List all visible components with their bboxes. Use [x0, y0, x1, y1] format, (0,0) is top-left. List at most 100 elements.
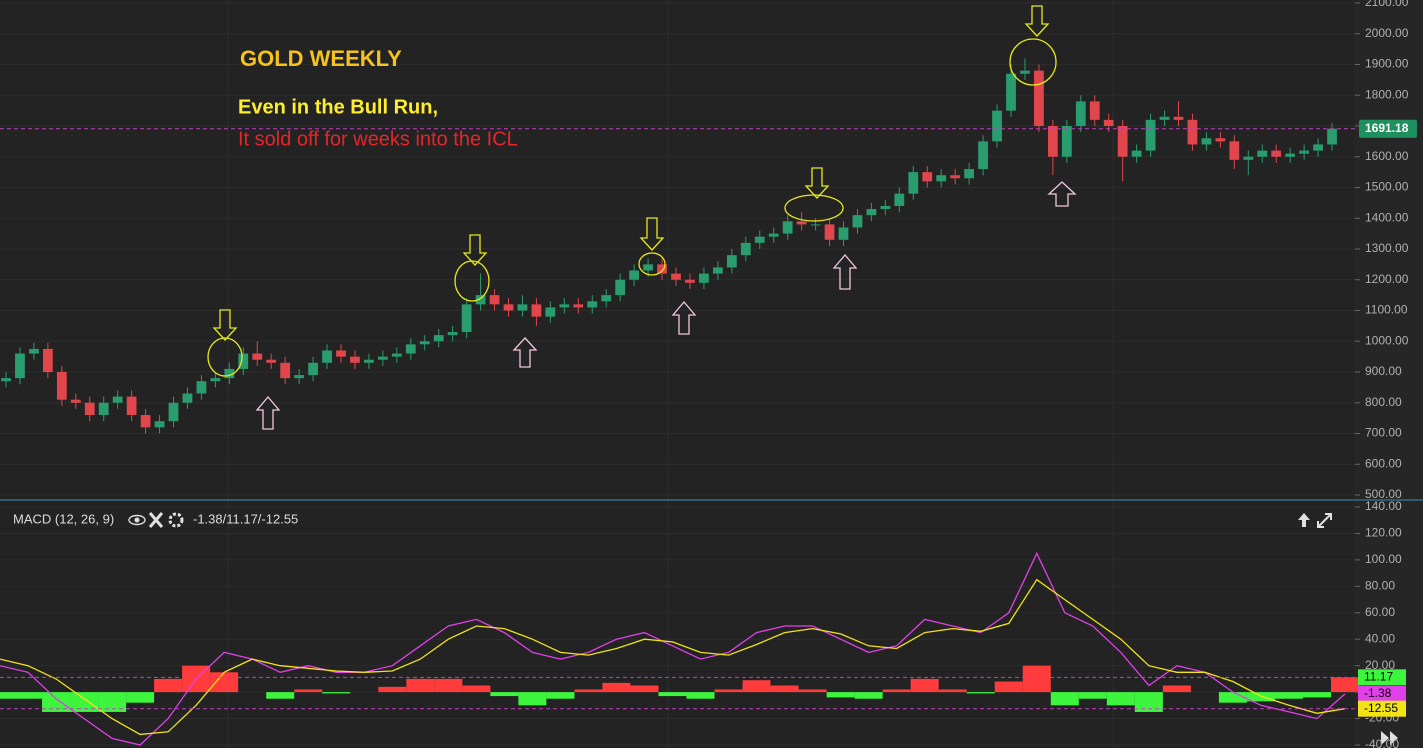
y-tick-label: 140.00: [1365, 499, 1402, 513]
annotation-shapes: [207, 5, 1077, 430]
candle-body: [15, 353, 25, 379]
histogram-bar: [1218, 692, 1247, 703]
candle-body: [489, 295, 500, 305]
candle-body: [1187, 119, 1198, 145]
histogram-bar: [1302, 692, 1331, 698]
y-tick-label: 120.00: [1365, 526, 1402, 540]
candle-body: [447, 332, 458, 336]
histogram-bar: [602, 682, 631, 693]
candle-body: [950, 175, 961, 179]
candle-body: [154, 421, 165, 428]
candle-body: [517, 304, 528, 311]
up-arrow: [1047, 181, 1077, 207]
candle-body: [322, 350, 332, 363]
histogram-bar: [546, 692, 575, 699]
candle-body: [643, 264, 653, 271]
last-price-box: [1359, 119, 1417, 138]
candle-body: [1257, 150, 1268, 157]
up-arrow: [832, 253, 858, 290]
candle-body: [266, 359, 277, 363]
candle-body: [1285, 153, 1296, 157]
gear-icon[interactable]: [168, 512, 184, 528]
histogram-bar: [0, 692, 15, 699]
candle-body: [238, 353, 249, 369]
macd-line: [0, 551, 1346, 746]
histogram-bar: [70, 692, 99, 712]
close-icon[interactable]: [148, 512, 164, 528]
y-tick-label: 20.00: [1365, 658, 1395, 672]
histogram-bar: [462, 685, 491, 693]
y-tick-label: 60.00: [1365, 605, 1395, 619]
candle-body: [280, 362, 291, 379]
histogram-bar: [742, 680, 771, 693]
y-tick-label: 80.00: [1365, 579, 1395, 593]
signal-value-label: -12.55: [1364, 701, 1398, 715]
scroll-end-icon[interactable]: [1381, 731, 1398, 745]
candle-body: [29, 348, 39, 354]
histogram-bar: [266, 692, 295, 699]
candle-body: [1061, 126, 1072, 157]
eye-icon[interactable]: [128, 514, 146, 526]
histogram-bar: [434, 678, 463, 693]
y-tick-label: 2100.00: [1365, 0, 1409, 9]
histogram-bar: [686, 692, 715, 699]
candle-body: [1299, 150, 1310, 154]
candle-body: [252, 353, 263, 360]
histogram-bar: [1134, 692, 1163, 712]
histogram-bar: [714, 689, 743, 693]
candle-body: [1, 378, 11, 382]
candle-body: [866, 209, 877, 216]
candle-body: [182, 393, 193, 403]
expand-icon[interactable]: [1317, 513, 1332, 528]
candle-body: [1313, 144, 1323, 151]
y-tick-label: 1500.00: [1365, 180, 1409, 194]
candle-body: [112, 396, 123, 403]
down-arrow: [462, 234, 488, 266]
histogram-bar: [630, 685, 659, 693]
histogram-bar: [1330, 677, 1360, 693]
histogram-bar: [770, 685, 799, 693]
up-arrow: [671, 300, 697, 335]
candle-body: [1159, 116, 1170, 120]
candle-body: [308, 362, 318, 376]
y-tick-label: 1000.00: [1365, 333, 1409, 347]
candle-body: [1243, 156, 1254, 160]
highlight-circle: [1009, 38, 1057, 86]
candle-body: [685, 279, 695, 283]
highlight-circle: [784, 194, 844, 222]
candle-body: [196, 381, 207, 394]
y-tick-label: 1100.00: [1365, 303, 1408, 317]
histogram-bar: [1050, 692, 1079, 706]
candle-body: [1089, 101, 1100, 120]
candle-body: [796, 221, 807, 225]
histogram-bar: [658, 692, 687, 697]
histogram-bar: [42, 692, 71, 712]
candle-body: [1047, 126, 1058, 157]
candle-body: [810, 224, 821, 226]
down-arrow: [639, 217, 665, 251]
candle-body: [978, 141, 988, 170]
candle-body: [712, 267, 723, 274]
y-tick-label: 900.00: [1365, 364, 1402, 378]
histogram-bar: [1106, 692, 1135, 706]
highlight-circle: [454, 260, 490, 302]
candle-body: [1020, 70, 1030, 74]
candle-body: [1034, 70, 1044, 126]
highlight-circle: [207, 337, 243, 377]
move-up-icon[interactable]: [1298, 513, 1310, 527]
highlight-circle: [638, 252, 666, 276]
indicator-readout: -1.38/11.17/-12.55: [193, 511, 298, 526]
candle-body: [852, 215, 863, 228]
histogram-bar: [154, 678, 183, 693]
down-arrow: [1024, 5, 1050, 37]
candle-body: [336, 350, 346, 357]
histogram-value-box: [1358, 669, 1406, 686]
candle-body: [1103, 119, 1114, 126]
histogram-bar: [910, 678, 939, 693]
candle-body: [70, 399, 81, 403]
candle-body: [726, 255, 737, 268]
y-tick-label: 700.00: [1365, 426, 1402, 440]
histogram-bar: [854, 692, 883, 699]
candle-body: [1201, 138, 1212, 145]
